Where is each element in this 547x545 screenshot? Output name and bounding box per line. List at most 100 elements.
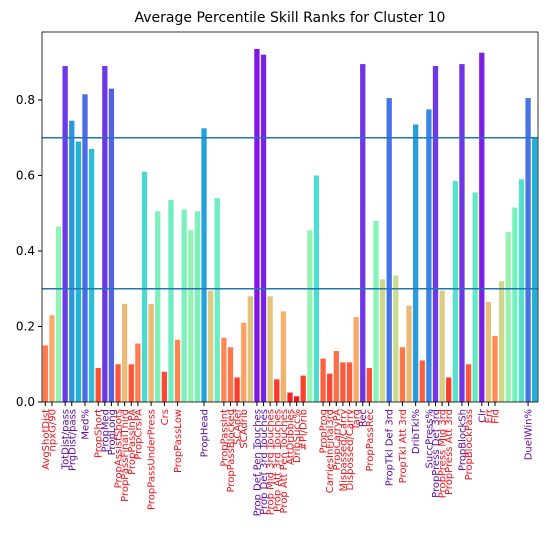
x-tick-label: Prop Att 3rd Touches: [272, 409, 283, 512]
x-tick-label: Fld: [491, 409, 502, 424]
x-tick-label: PropPassBlocked: [226, 409, 237, 493]
chart-title: Average Percentile Skill Ranks for Clust…: [135, 10, 446, 26]
bar: [307, 230, 313, 402]
bar: [452, 181, 458, 402]
bar: [340, 362, 346, 402]
bar: [161, 371, 167, 402]
x-tick-label: PropBlockPass: [464, 409, 475, 480]
bar: [472, 192, 478, 402]
bar: [446, 377, 452, 402]
x-tick-label: PropCarryPA: [332, 409, 343, 471]
x-tick-label: PropPassLow: [173, 409, 184, 473]
bar: [42, 345, 48, 402]
bar: [128, 364, 134, 402]
bar: [148, 303, 154, 402]
bar: [174, 339, 181, 402]
bar: [207, 290, 214, 402]
bar: [360, 64, 366, 403]
bar: [62, 65, 68, 403]
x-tick-label: PropTkl Att 3rd: [398, 409, 409, 483]
bar: [55, 226, 62, 402]
x-tick-label: DribTkl%: [411, 409, 422, 454]
x-tick-label: PropTkl Def 3rd: [385, 409, 396, 486]
x-tick-label: npxG/90: [47, 409, 58, 451]
bar: [518, 179, 525, 402]
x-tick-label: PropPassFinalThird: [120, 409, 131, 502]
x-tick-label: PropProg: [319, 409, 330, 453]
bar: [399, 347, 406, 402]
x-tick-label: SuccPress%: [424, 409, 435, 469]
y-tick-label: 0.6: [16, 168, 35, 182]
bar: [88, 149, 95, 402]
x-tick-label: Rec: [358, 409, 369, 427]
bar: [532, 137, 538, 402]
y-tick-label: 0.4: [16, 244, 35, 258]
bar: [102, 65, 108, 403]
x-tick-label: Clr: [477, 408, 488, 423]
bar: [241, 322, 247, 402]
y-tick-label: 0.2: [16, 319, 35, 333]
bar: [260, 54, 267, 402]
bar: [498, 281, 505, 402]
bar: [115, 364, 121, 402]
bar: [439, 290, 445, 402]
bar: [492, 335, 498, 402]
x-tick-label: PrgDist/pass: [67, 409, 78, 471]
x-tick-label: PropMed: [100, 409, 111, 452]
bar: [274, 379, 280, 402]
x-tick-label: Med%: [80, 409, 91, 440]
x-tick-label: SCAdrib: [239, 409, 250, 449]
bar: [69, 120, 75, 402]
bar: [432, 65, 439, 403]
bar: [254, 48, 260, 402]
bar: [247, 296, 253, 402]
x-tick-label: #Pl/Drib: [299, 409, 310, 451]
bar: [406, 305, 412, 402]
bar: [333, 351, 339, 402]
x-tick-label: PropShort: [94, 409, 105, 458]
bar: [320, 358, 326, 402]
y-tick-label: 0.0: [16, 395, 35, 409]
bar: [346, 362, 353, 402]
bar: [108, 88, 115, 402]
x-tick-label: PropPress Mid 3rd: [438, 409, 449, 498]
bar: [194, 211, 201, 402]
bar: [485, 301, 492, 402]
x-tick-label: AvgShotDist: [41, 409, 52, 470]
bar: [234, 377, 240, 402]
bar: [95, 368, 101, 402]
x-tick-label: Targ: [352, 409, 363, 431]
x-tick-label: PropPassInPA: [127, 409, 138, 475]
bar: [221, 337, 227, 402]
bar: [280, 311, 287, 402]
bar: [155, 211, 161, 402]
x-tick-label: DribSucc%: [292, 409, 303, 463]
x-tick-label: Prop Def Pen Touches: [252, 409, 263, 516]
x-tick-label: Prop Att Pen Touches: [279, 409, 290, 513]
x-tick-label: PropHead: [200, 409, 211, 457]
bar: [379, 279, 386, 402]
bar: [293, 396, 300, 402]
y-tick-label: 0.8: [16, 93, 35, 107]
x-tick-label: Err: [484, 408, 495, 423]
bar: [419, 360, 425, 402]
x-tick-label: Dispossed/Carry: [345, 409, 356, 491]
x-tick-label: Mispassed/Carry: [338, 409, 349, 492]
x-tick-label: DuelWin%: [524, 409, 535, 460]
x-tick-label: PropAssistShots: [114, 409, 125, 488]
bar: [373, 220, 379, 402]
bar: [214, 198, 220, 402]
plot-frame: [41, 31, 539, 403]
bar: [287, 392, 293, 402]
bar: [122, 303, 128, 402]
bar: [141, 171, 148, 402]
x-tick-label: PropPassUnderPress: [147, 409, 158, 510]
bar: [227, 347, 234, 402]
x-tick-label: PropCrsPA: [133, 409, 144, 460]
bar: [75, 141, 82, 402]
x-tick-label: CarriesInFinal3rd: [325, 409, 336, 493]
bar: [386, 98, 392, 403]
bar: [413, 124, 419, 402]
x-tick-label: Prop Def 3rd Touches: [259, 409, 270, 515]
bar: [353, 317, 359, 402]
